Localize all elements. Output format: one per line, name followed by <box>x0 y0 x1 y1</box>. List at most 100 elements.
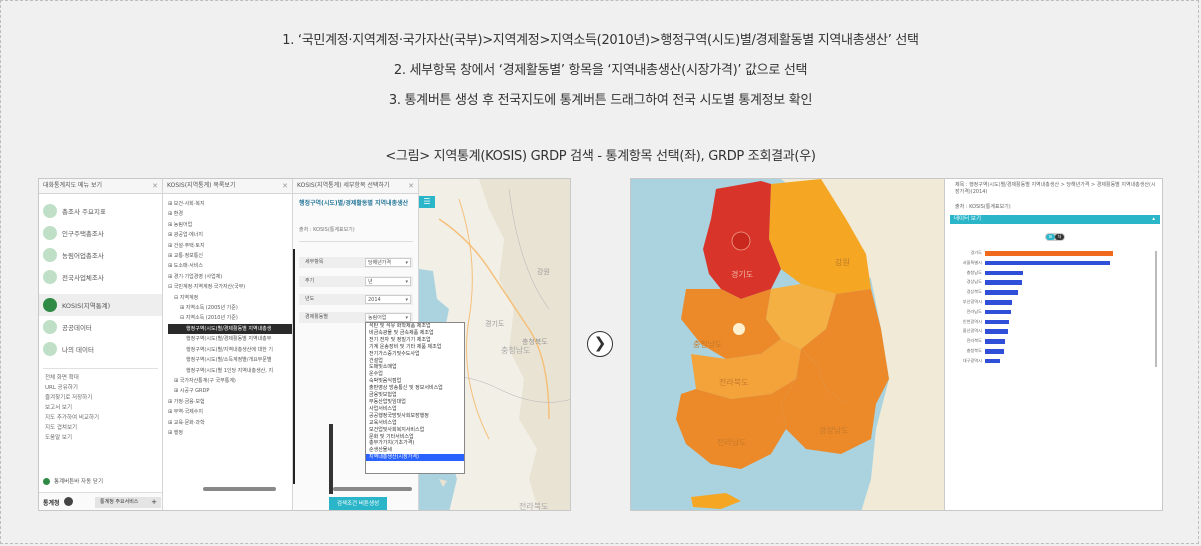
dropdown-option[interactable]: 도매및소매업 <box>369 364 397 371</box>
detail-item-select[interactable]: 당해년가격 <box>365 258 411 267</box>
tree-item[interactable]: ⊞ 가정·금융·보험 <box>168 398 205 405</box>
tree-item[interactable]: ⊞ 환경 <box>168 211 183 218</box>
close-icon[interactable]: ✕ <box>152 182 158 190</box>
menu-item-agri[interactable]: 농림어업총조사 <box>39 244 162 266</box>
dropdown-option[interactable]: 문화 및 기타서비스업 <box>369 433 414 440</box>
tree-panel: KOSIS(지역통계) 목록보기 ✕ ⊞ 보건·사회·복지 ⊞ 환경 ⊞ 농림어업 ⊞ … <box>163 179 293 510</box>
dropdown-option[interactable]: 운수업 <box>369 371 383 378</box>
menu-item-public-data[interactable]: 공공데이터 <box>39 316 162 338</box>
dropdown-option[interactable]: 전기가스증기및수도사업 <box>369 350 420 357</box>
bar[interactable] <box>985 300 1012 305</box>
tree-item[interactable]: ⊞ 보건·사회·복지 <box>168 201 205 207</box>
bar[interactable] <box>985 290 1019 295</box>
menu-item-housing[interactable]: 인구주택총조사 <box>39 222 162 244</box>
bar[interactable] <box>985 309 1011 315</box>
menu-item-business[interactable]: 전국사업체조사 <box>39 266 162 288</box>
bar[interactable] <box>985 260 1111 266</box>
tree-item[interactable]: ⊟ 지역계정 <box>174 294 199 301</box>
bar[interactable] <box>985 339 1006 344</box>
sub-menu-bookmark[interactable]: 즐겨찾기로 저장하기 <box>45 395 93 401</box>
vertical-scrollbar[interactable] <box>329 424 333 494</box>
bar[interactable] <box>985 280 1023 285</box>
sub-menu-report[interactable]: 보고서 보기 <box>45 405 73 411</box>
chart-icon <box>43 226 57 240</box>
dropdown-option[interactable]: 사업서비스업 <box>369 405 397 412</box>
auto-close-toggle[interactable]: 통계버튼바 자동 닫기 <box>43 477 103 485</box>
dropdown-option[interactable]: 지역내총생산(시장가격) <box>366 454 464 462</box>
dropdown-option[interactable]: 순생산물세 <box>369 447 393 454</box>
year-select[interactable]: 2014 <box>365 295 411 304</box>
tree-item[interactable]: ⊞ 지역소득 (2005년 기준) <box>180 305 238 312</box>
tree-item[interactable]: ⊞ 교통·정보통신 <box>168 253 203 260</box>
dropdown-option[interactable]: 공공행정국방및사회보장행정 <box>369 412 429 419</box>
menu-item-census[interactable]: 총조사 주요지표 <box>39 200 162 222</box>
bar[interactable] <box>985 349 1005 354</box>
economic-activity-select[interactable]: 농림어업 <box>365 313 411 322</box>
sub-menu-overlay[interactable]: 지도 겹쳐보기 <box>45 425 78 431</box>
tree-item[interactable]: ⊟ 국민계정·지역계정·국가자산(국부) <box>168 284 246 291</box>
tree-item[interactable]: ⊞ 광공업·에너지 <box>168 232 203 239</box>
bar-label: 전라남도 <box>966 308 982 314</box>
detail-source: 출처 : KOSIS(통계표보기) <box>299 227 355 233</box>
sub-menu-zoom[interactable]: 전체 화면 확대 <box>45 375 79 381</box>
tree-item[interactable]: ⊞ 행정 <box>168 429 183 436</box>
tree-item[interactable]: 행정구역(시도)별/경제활동별 지역내총부 <box>186 336 272 343</box>
dropdown-option[interactable]: 숙박및음식점업 <box>369 378 402 385</box>
bar[interactable] <box>985 251 1113 256</box>
map-label-gangwon: 강원 <box>537 268 550 276</box>
tree-item[interactable]: ⊞ 무역·국제수지 <box>168 409 203 416</box>
main-services-button[interactable]: 통계청 주요서비스 + <box>95 497 161 508</box>
dropdown-option[interactable]: 출판영상 방송통신 및 정보서비스업 <box>369 385 443 392</box>
dropdown-option[interactable]: 기계 운송장비 및 기타 제품 제조업 <box>369 343 442 350</box>
tree-item[interactable]: ⊞ 경기·기업경영 (사업체) <box>168 273 223 280</box>
tree-item[interactable]: ⊞ 국가자산통계(구 국부통계) <box>174 377 236 384</box>
dropdown-option[interactable]: 보건업및사회복지서비스업 <box>369 426 425 433</box>
tree-item[interactable]: ⊞ 건설·주택·토지 <box>168 242 205 249</box>
sub-menu-url[interactable]: URL 공유하기 <box>45 385 78 391</box>
tree-item[interactable]: 행정구역(시도)별/경제활동별 지역내총생 <box>168 323 292 335</box>
tree-item[interactable]: ⊞ 농림어업 <box>168 221 193 228</box>
menu-item-my-data[interactable]: 나의 데이터 <box>39 338 162 360</box>
tree-item[interactable]: ⊟ 지역소득 (2010년 기준) <box>180 315 238 322</box>
close-icon[interactable]: ✕ <box>282 182 288 190</box>
dropdown-option[interactable]: 부동산업및임대업 <box>369 398 406 405</box>
tree-item[interactable]: 행정구역(시도)별/지역내총생산에 대한 기 <box>186 346 273 353</box>
tree-item[interactable]: 행정구역(시도)별 1인당 지역내총생산, 지 <box>186 367 274 374</box>
dropdown-option[interactable]: 교육서비스업 <box>369 419 397 426</box>
bar[interactable] <box>985 358 1001 364</box>
economic-activity-dropdown[interactable]: 석탄 및 석유 화학제품 제조업 비금속광물 및 금속제품 제조업 전기 전자 및 … <box>365 322 465 474</box>
dropdown-option[interactable]: 전기 전자 및 정밀기기 제조업 <box>369 336 431 343</box>
database-icon <box>43 320 57 334</box>
field-year: 년도 2014 <box>299 294 413 305</box>
dropdown-option[interactable]: 금융및보험업 <box>369 392 397 399</box>
choropleth-map <box>631 179 944 510</box>
close-icon[interactable]: ✕ <box>408 182 414 190</box>
create-button[interactable]: 검색조건 버튼생성 <box>329 497 387 510</box>
menu-item-kosis[interactable]: KOSIS(지역통계) <box>39 294 162 316</box>
dropdown-option[interactable]: 석탄 및 석유 화학제품 제조업 <box>369 323 431 329</box>
detail-scrollbar[interactable] <box>333 487 412 491</box>
dropdown-option[interactable]: 총부가가치(기초가격) <box>369 440 415 447</box>
dropdown-option[interactable]: 건설업 <box>369 357 383 364</box>
grdp-map[interactable]: 강원 경기도 충청남도 전라북도 경상남도 전라남도 <box>631 179 944 510</box>
data-view-toggle[interactable]: 데이터 보기 ▴ <box>950 215 1160 224</box>
period-select[interactable]: 년 <box>365 277 411 286</box>
table-chart-toggle[interactable]: 표 차 <box>1045 233 1065 241</box>
bar[interactable] <box>985 329 1009 334</box>
figure-caption: <그림> 지역통계(KOSIS) GRDP 검색 - 통계항목 선택(좌), G… <box>385 149 816 164</box>
tree-item[interactable]: 행정구역(시도)별/소득계정별/개요부문별 <box>186 357 272 364</box>
bar-label: 대구광역시 <box>962 357 982 363</box>
sub-menu-help[interactable]: 도움말 보기 <box>45 435 73 441</box>
horizontal-scrollbar[interactable] <box>203 487 276 491</box>
dropdown-option[interactable]: 비금속광물 및 금속제품 제조업 <box>369 329 434 336</box>
menu-icon[interactable]: ☰ <box>419 196 435 208</box>
bar[interactable] <box>985 270 1024 276</box>
tree-item[interactable]: ⊞ 교육·문화·과학 <box>168 419 205 426</box>
detail-heading: 행정구역(시도)별/경제활동별 지역내총생산 <box>299 200 409 207</box>
chart-scrollbar[interactable] <box>1155 251 1157 367</box>
tree-item[interactable]: ⊞ 시공구 GRDP <box>174 388 210 395</box>
bar[interactable] <box>985 319 1010 325</box>
sub-menu-compare[interactable]: 지도 추가하여 비교하기 <box>45 415 100 421</box>
kostat-logo: 통계청 <box>43 500 60 507</box>
tree-item[interactable]: ⊞ 도소매·서비스 <box>168 263 203 270</box>
